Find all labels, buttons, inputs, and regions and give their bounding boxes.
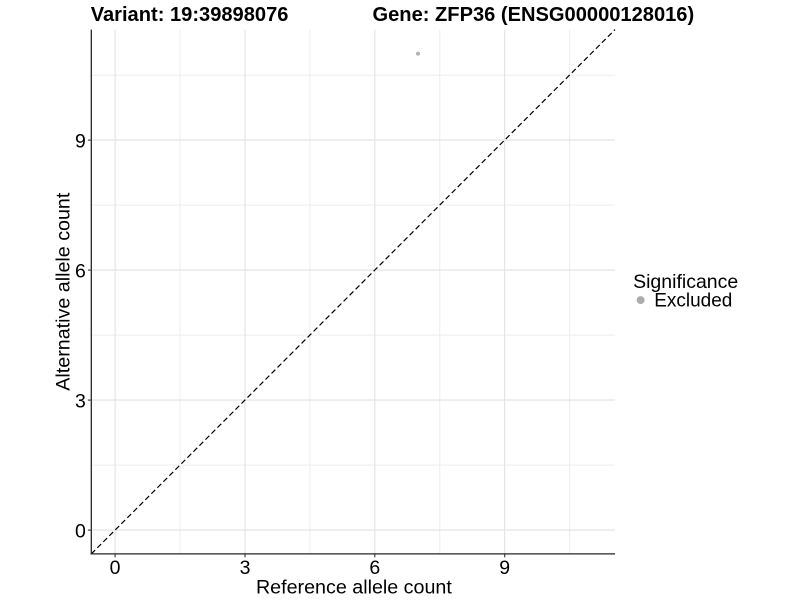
svg-text:9: 9 [499,557,510,579]
svg-text:6: 6 [75,261,86,283]
svg-text:Significance: Significance [633,271,738,293]
svg-text:Variant: 19:39898076: Variant: 19:39898076 [91,4,289,26]
svg-text:0: 0 [110,557,121,579]
svg-text:Gene: ZFP36 (ENSG00000128016): Gene: ZFP36 (ENSG00000128016) [373,4,695,26]
svg-text:3: 3 [240,557,251,579]
svg-text:Excluded: Excluded [654,291,732,312]
svg-text:Alternative allele count: Alternative allele count [52,192,74,391]
svg-text:9: 9 [75,131,86,153]
svg-text:Reference allele count: Reference allele count [256,576,452,598]
svg-text:0: 0 [75,521,86,543]
svg-text:6: 6 [369,557,380,579]
svg-text:3: 3 [75,391,86,413]
